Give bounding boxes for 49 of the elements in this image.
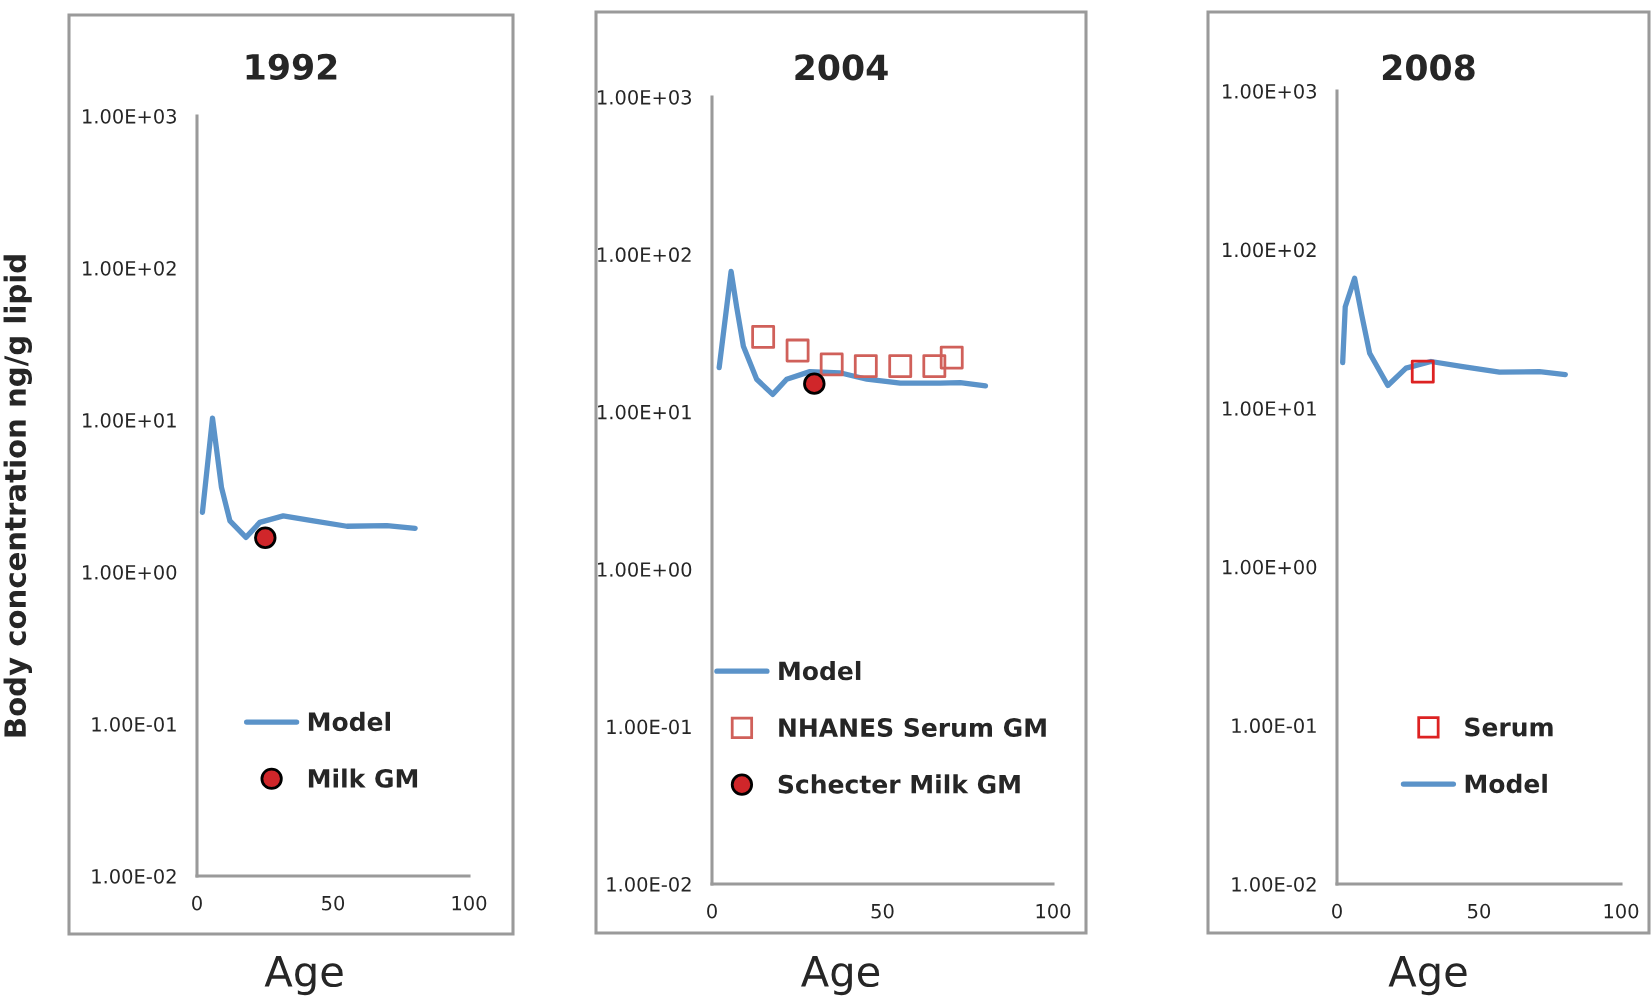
y-tick-label: 1.00E+02 (598, 247, 691, 263)
chart-title: 1992 (246, 53, 337, 80)
x-tick-label: 50 (1468, 903, 1491, 919)
legend-label: Serum (1465, 717, 1553, 737)
y-tick-label: 1.00E+00 (598, 562, 692, 577)
point (803, 372, 826, 395)
y-tick-label: 1.00E+03 (1223, 83, 1316, 99)
point (939, 345, 964, 370)
x-tick-label: 100 (1036, 903, 1071, 919)
x-tick-label: 0 (707, 903, 717, 919)
x-tick-label: 100 (452, 895, 487, 911)
y-tick-label: 1.00E-01 (607, 719, 691, 735)
point (888, 354, 913, 379)
x-axis-title: Age (264, 956, 343, 996)
y-tick-label: 1.00E+00 (83, 564, 177, 580)
y-axis-title: Body concentration ng/g lipid (3, 255, 32, 737)
legend-label: Model (308, 711, 390, 732)
y-tick-label: 1.00E+00 (1223, 559, 1317, 575)
y-tick-label: 1.00E+01 (598, 404, 691, 420)
x-axis-title: Age (801, 956, 880, 996)
y-tick-label: 1.00E+02 (1223, 242, 1316, 258)
x-axis-title: Age (1388, 956, 1467, 996)
y-tick-label: 1.00E+03 (598, 89, 691, 105)
chart-title: 2004 (795, 54, 888, 81)
point (819, 352, 844, 377)
x-tick-label: 0 (192, 895, 202, 911)
y-tick-label: 1.00E+01 (1223, 401, 1316, 416)
x-tick-label: 0 (1332, 903, 1342, 919)
legend-label: Model (1465, 773, 1547, 794)
x-tick-label: 50 (871, 903, 894, 919)
y-tick-label: 1.00E+03 (83, 108, 176, 124)
y-tick-label: 1.00E-02 (607, 876, 691, 892)
y-tick-label: 1.00E+01 (83, 412, 176, 428)
point (922, 354, 947, 379)
point (751, 325, 776, 349)
legend-label: Model (779, 660, 861, 681)
point (785, 338, 810, 363)
legend-label: Schecter Milk GM (778, 774, 1020, 794)
y-tick-label: 1.00E-01 (1232, 718, 1316, 734)
y-tick-label: 1.00E-01 (92, 716, 176, 732)
y-tick-label: 1.00E+02 (83, 260, 176, 276)
legend-label: NHANES Serum GM (779, 718, 1046, 737)
point (853, 354, 878, 379)
legend-label: Milk GM (308, 768, 418, 788)
y-tick-label: 1.00E-02 (1232, 876, 1316, 892)
y-tick-label: 1.00E-02 (92, 868, 176, 884)
x-tick-label: 100 (1604, 903, 1639, 919)
chart-title: 2008 (1382, 54, 1475, 81)
x-tick-label: 50 (322, 895, 345, 911)
